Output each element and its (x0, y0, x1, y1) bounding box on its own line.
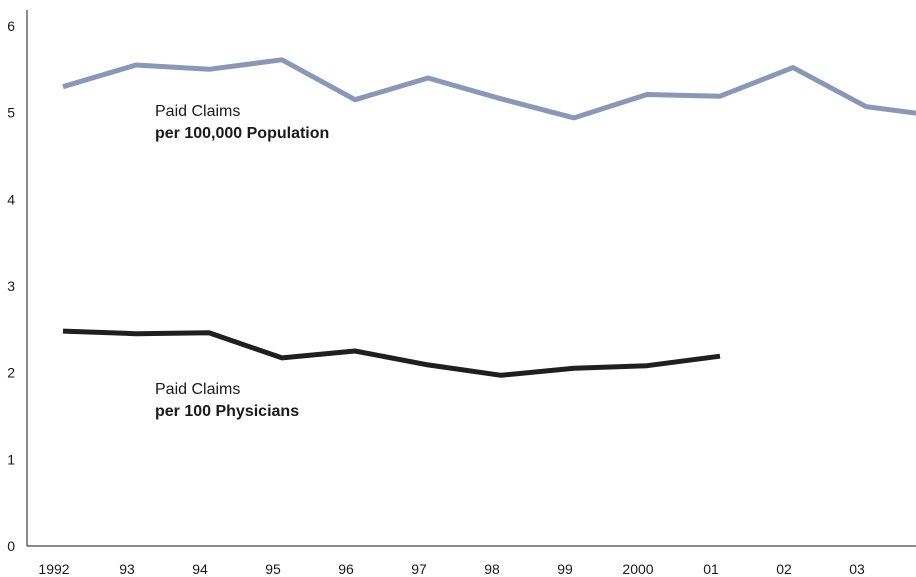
series-1-line (62, 57, 916, 121)
series-2-line (62, 328, 721, 378)
x-tick-label: 2000 (622, 561, 653, 577)
x-axis-ticks: 1992 93 94 95 96 97 98 99 2000 01 02 03 (38, 561, 865, 577)
x-tick-label: 99 (557, 561, 573, 577)
y-tick-label: 4 (7, 191, 15, 207)
y-tick-label: 1 (7, 451, 15, 467)
x-tick-label: 98 (484, 561, 500, 577)
x-tick-label: 03 (849, 561, 865, 577)
x-tick-label: 93 (119, 561, 135, 577)
series-lines (62, 57, 916, 378)
x-tick-label: 01 (703, 561, 719, 577)
series-2-label-line1: Paid Claims (155, 381, 240, 398)
x-tick-label: 02 (776, 561, 792, 577)
x-tick-label: 94 (192, 561, 208, 577)
x-tick-label: 1992 (38, 561, 69, 577)
y-tick-label: 5 (7, 105, 15, 121)
y-tick-label: 6 (7, 18, 15, 34)
x-tick-label: 95 (265, 561, 281, 577)
series-1-label-line1: Paid Claims (155, 103, 240, 120)
y-tick-label: 3 (7, 278, 15, 294)
series-labels: Paid Claims per 100,000 Population Paid … (155, 103, 329, 420)
series-1-label-line2: per 100,000 Population (155, 125, 329, 142)
y-axis-ticks: 0 1 2 3 4 5 6 (7, 18, 15, 554)
x-tick-label: 97 (411, 561, 427, 577)
y-tick-label: 2 (7, 365, 15, 381)
x-tick-label: 96 (338, 561, 354, 577)
series-2-label-line2: per 100 Physicians (155, 403, 299, 420)
y-tick-label: 0 (7, 538, 15, 554)
